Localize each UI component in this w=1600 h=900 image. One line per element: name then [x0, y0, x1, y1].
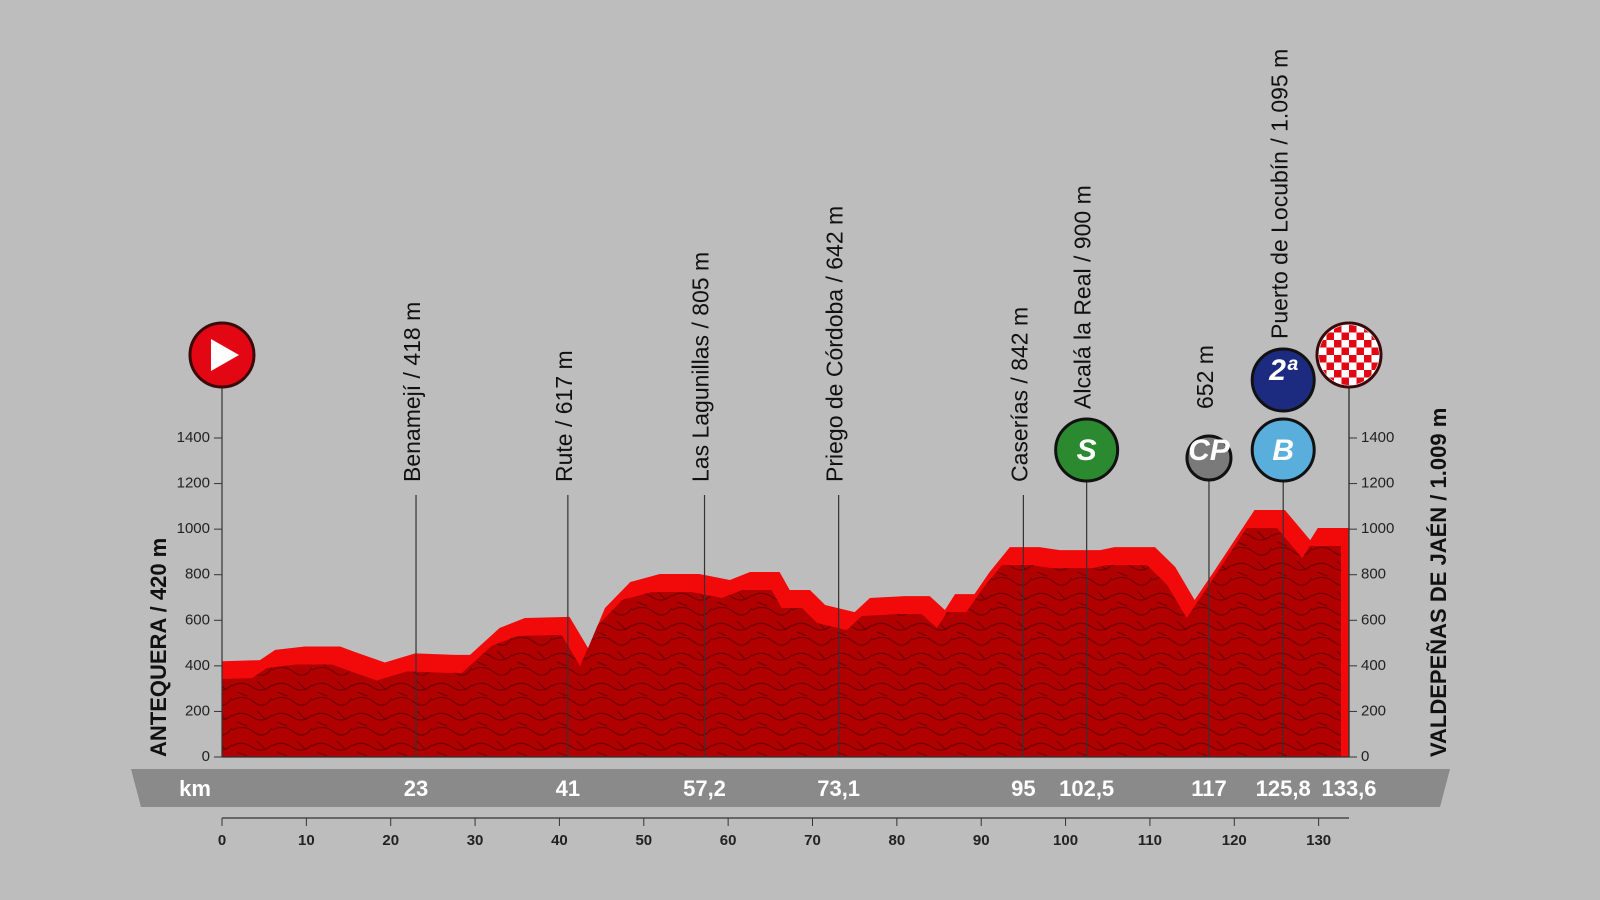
badge-text: B	[1272, 434, 1294, 467]
check	[1356, 347, 1364, 355]
check	[1326, 347, 1334, 355]
waypoint-name: Priego de Córdoba / 642 m	[822, 206, 848, 482]
y-tick-label-left: 600	[185, 611, 210, 628]
km-label: km	[179, 776, 211, 801]
check	[1349, 325, 1357, 333]
profile-texture	[222, 528, 1341, 757]
y-tick-label-left: 1200	[177, 475, 210, 492]
x-tick-label: 100	[1053, 832, 1078, 849]
check	[1334, 340, 1342, 348]
check	[1356, 362, 1364, 370]
check	[1341, 332, 1349, 340]
y-tick-label-right: 1400	[1361, 429, 1394, 446]
y-tick-label-left: 0	[202, 748, 210, 765]
badge-circle	[1250, 417, 1316, 483]
x-tick-label: 40	[551, 832, 568, 849]
x-tick-label: 70	[804, 832, 821, 849]
check	[1371, 362, 1379, 370]
check	[1326, 332, 1334, 340]
waypoint-name: Caserías / 842 m	[1006, 307, 1032, 482]
x-tick-label: 60	[720, 832, 737, 849]
profile-shade-group	[222, 528, 1341, 757]
y-tick-label-left: 200	[185, 702, 210, 719]
y-tick-label-left: 1000	[177, 520, 210, 537]
check	[1334, 355, 1342, 363]
check	[1364, 370, 1372, 378]
waypoint-name: Puerto de Locubín / 1.095 m	[1266, 49, 1292, 339]
check	[1334, 325, 1342, 333]
badge-circle	[1250, 347, 1316, 413]
waypoint-km: 23	[404, 776, 428, 801]
waypoint-km: 102,5	[1059, 776, 1114, 801]
check	[1349, 355, 1357, 363]
waypoint-km: 41	[556, 776, 580, 801]
waypoint-km: 57,2	[683, 776, 726, 801]
x-tick-label: 10	[298, 832, 315, 849]
x-tick-label: 50	[635, 832, 652, 849]
waypoint-name: Alcalá la Real / 900 m	[1070, 185, 1096, 409]
waypoint-km: 133,6	[1321, 776, 1376, 801]
check	[1364, 355, 1372, 363]
y-tick-label-right: 1200	[1361, 475, 1394, 492]
x-tick-label: 110	[1138, 832, 1162, 849]
x-tick-label: 120	[1222, 832, 1247, 849]
profile-layer	[222, 510, 1349, 757]
waypoint-name: Benamejí / 418 m	[399, 302, 425, 482]
check	[1326, 362, 1334, 370]
badge-text: 2ª	[1268, 354, 1298, 387]
waypoint-km: 95	[1011, 776, 1035, 801]
y-tick-label-right: 0	[1361, 748, 1369, 765]
check	[1334, 370, 1342, 378]
check	[1341, 362, 1349, 370]
y-tick-label-right: 1000	[1361, 520, 1394, 537]
check	[1356, 377, 1364, 385]
start-icon	[188, 321, 256, 389]
x-tick-label: 80	[889, 832, 906, 849]
waypoint-name: Las Lagunillas / 805 m	[688, 252, 714, 482]
badge-text: S	[1077, 434, 1097, 467]
start-label: ANTEQUERA / 420 m	[146, 538, 171, 757]
check	[1341, 377, 1349, 385]
y-tick-label-right: 200	[1361, 702, 1386, 719]
check	[1371, 347, 1379, 355]
finish-label: VALDEPEÑAS DE JAÉN / 1.009 m	[1426, 408, 1451, 757]
check	[1341, 347, 1349, 355]
check	[1319, 340, 1327, 348]
finish-icon	[1315, 321, 1383, 389]
y-tick-label-left: 1400	[177, 429, 210, 446]
waypoint-name: 652 m	[1192, 345, 1218, 409]
badge-circle	[1054, 417, 1120, 483]
km-strip	[131, 769, 1450, 807]
y-tick-label-right: 800	[1361, 566, 1386, 583]
check	[1364, 340, 1372, 348]
waypoint-km: 73,1	[817, 776, 860, 801]
waypoint-km: 125,8	[1256, 776, 1311, 801]
waypoint-name: Rute / 617 m	[551, 350, 577, 482]
y-tick-label-right: 400	[1361, 657, 1386, 674]
check	[1319, 355, 1327, 363]
check	[1349, 370, 1357, 378]
check	[1349, 340, 1357, 348]
badge-circle	[1185, 434, 1233, 482]
badge-text: CP	[1188, 434, 1231, 467]
y-tick-label-right: 600	[1361, 611, 1386, 628]
x-tick-label: 30	[467, 832, 484, 849]
x-tick-label: 0	[218, 832, 226, 849]
x-tick-label: 90	[973, 832, 990, 849]
check	[1356, 332, 1364, 340]
y-tick-label-left: 400	[185, 657, 210, 674]
markers-layer: 23 Benamejí / 418 m 41 Rute / 617 m 57,2 Las …	[399, 49, 1376, 801]
x-tick-label: 130	[1306, 832, 1331, 849]
waypoint-km: 117	[1191, 776, 1227, 801]
y-tick-label-left: 800	[185, 566, 210, 583]
x-tick-label: 20	[382, 832, 399, 849]
